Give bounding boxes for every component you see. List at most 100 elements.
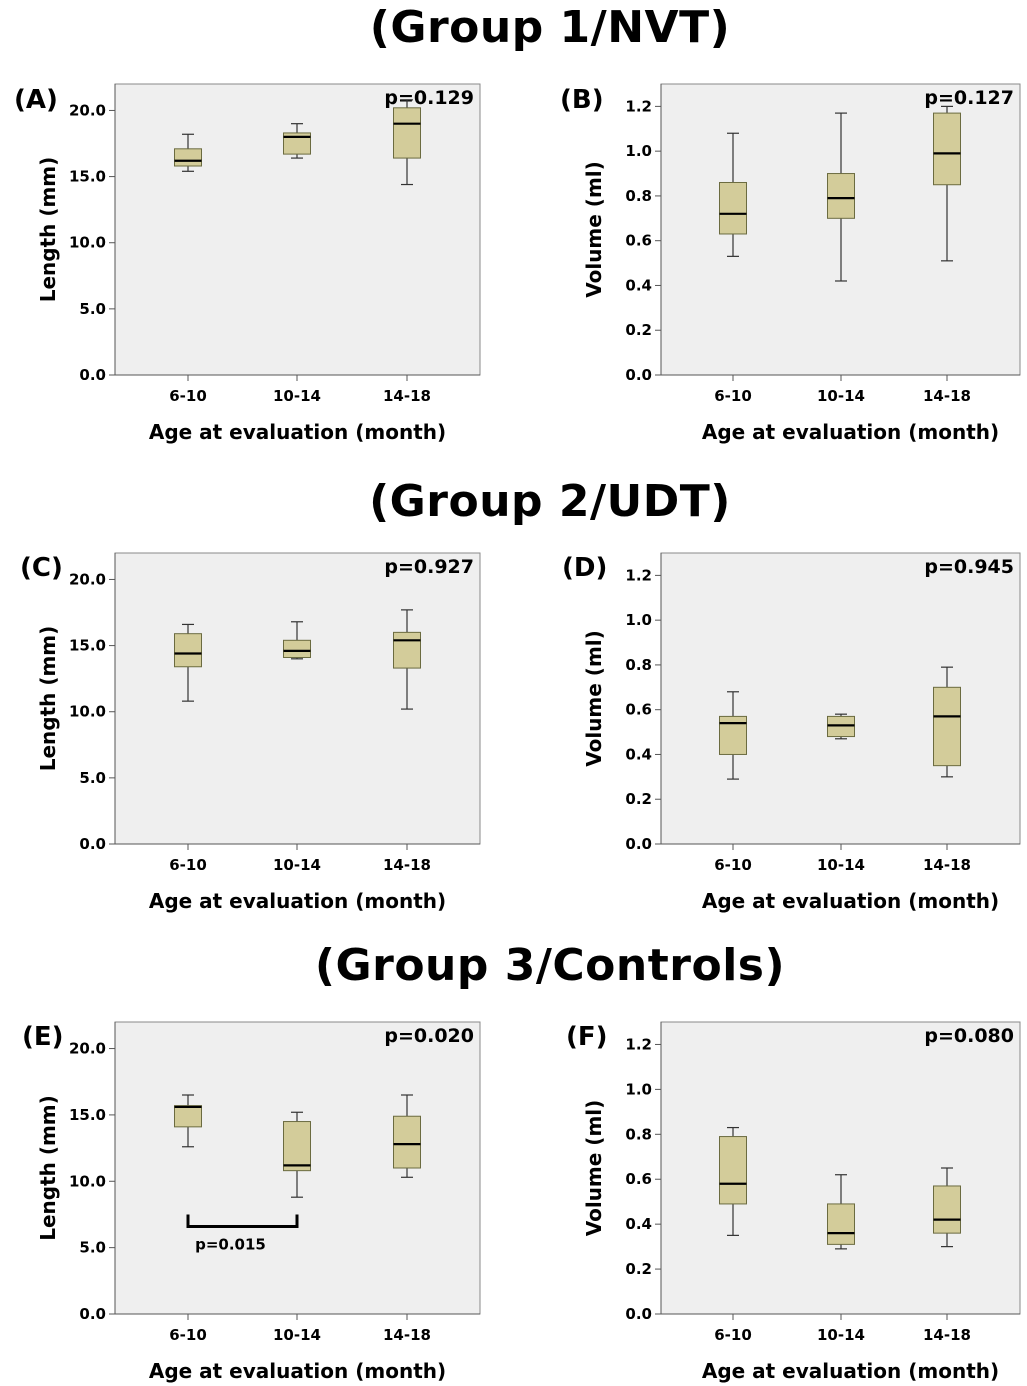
panel-d-ytick-label: 0.6 <box>625 701 652 719</box>
panel-c-ytick-label: 20.0 <box>69 570 106 588</box>
panel-f-p-value: p=0.080 <box>924 1025 1014 1047</box>
panel-d-ytick-label: 1.2 <box>625 566 652 584</box>
panel-e-x-axis-label: Age at evaluation (month) <box>149 1359 446 1383</box>
panel-b-y-axis-label: Volume (ml) <box>582 161 606 298</box>
panel-b-ytick-label: 1.0 <box>625 142 652 160</box>
panel-e-xtick-label: 14-18 <box>383 1326 431 1344</box>
panel-d-box-3 <box>933 686 961 767</box>
panel-f-letter: (F) <box>566 1022 608 1052</box>
panel-d-box-2 <box>827 715 855 738</box>
panel-e-box-2 <box>283 1121 311 1172</box>
group-title-3: (Group 3/Controls) <box>314 940 786 991</box>
panel-c-letter: (C) <box>20 553 63 583</box>
panel-c-ytick-label: 15.0 <box>69 637 106 655</box>
panel-b-ytick-label: 1.2 <box>625 97 652 115</box>
panel-c-xtick-label: 6-10 <box>169 856 207 874</box>
panel-f-ytick-label: 0.2 <box>625 1260 652 1278</box>
panel-c-p-value: p=0.927 <box>384 556 474 578</box>
panel-f-y-axis-label: Volume (ml) <box>582 1100 606 1237</box>
panel-d-x-axis-label: Age at evaluation (month) <box>702 889 999 913</box>
panel-f-ytick-label: 1.2 <box>625 1035 652 1053</box>
panel-e-box-1 <box>174 1105 202 1128</box>
group-title-2: (Group 2/UDT) <box>369 476 731 527</box>
panel-c-ytick-label: 10.0 <box>69 703 106 721</box>
panel-d-ytick-label: 0.0 <box>625 835 652 853</box>
panel-a-xtick-label: 10-14 <box>273 387 321 405</box>
panel-b-ytick-label: 0.4 <box>625 276 652 294</box>
panel-f-xtick-label: 14-18 <box>923 1326 971 1344</box>
panel-b-ytick-label: 0.6 <box>625 232 652 250</box>
panel-a-p-value: p=0.129 <box>384 87 474 109</box>
panel-a-ytick-label: 0.0 <box>79 366 106 384</box>
panel-c-xtick-label: 10-14 <box>273 856 321 874</box>
panel-e-ytick-label: 15.0 <box>69 1106 106 1124</box>
panel-c-y-axis-label: Length (mm) <box>36 626 60 772</box>
panel-c-box-3 <box>393 631 421 669</box>
panel-a-box-3 <box>393 107 421 159</box>
panel-a-ytick-label: 20.0 <box>69 101 106 119</box>
panel-a-box-1 <box>174 148 202 167</box>
panel-c-box-2 <box>283 639 311 658</box>
panel-a-xtick-label: 6-10 <box>169 387 207 405</box>
panel-b-box-2 <box>827 173 855 219</box>
panel-c-ytick-label: 0.0 <box>79 835 106 853</box>
panel-e-box-3 <box>393 1115 421 1169</box>
panel-e-ytick-label: 20.0 <box>69 1040 106 1058</box>
panel-f-xtick-label: 6-10 <box>714 1326 752 1344</box>
panel-d-plot-area <box>660 552 1021 845</box>
panel-f-ytick-label: 0.4 <box>625 1215 652 1233</box>
panel-d-xtick-label: 6-10 <box>714 856 752 874</box>
panel-f-ytick-label: 0.0 <box>625 1305 652 1323</box>
panel-e-xtick-label: 10-14 <box>273 1326 321 1344</box>
panel-b-ytick-label: 0.8 <box>625 187 652 205</box>
panel-f-x-axis-label: Age at evaluation (month) <box>702 1359 999 1383</box>
group-title-1: (Group 1/NVT) <box>369 2 731 53</box>
panel-f-plot-area <box>660 1021 1021 1315</box>
panel-e-bracket-p-value: p=0.015 <box>195 1235 266 1253</box>
panel-d-letter: (D) <box>562 553 607 583</box>
panel-f-xtick-label: 10-14 <box>817 1326 865 1344</box>
panel-b-ytick-label: 0.0 <box>625 366 652 384</box>
panel-c-xtick-label: 14-18 <box>383 856 431 874</box>
panel-d-ytick-label: 1.0 <box>625 611 652 629</box>
panel-e-ytick-label: 5.0 <box>79 1239 106 1257</box>
panel-c-ytick-label: 5.0 <box>79 769 106 787</box>
panel-a-letter: (A) <box>14 85 58 115</box>
panel-e-letter: (E) <box>22 1022 64 1052</box>
panel-e-xtick-label: 6-10 <box>169 1326 207 1344</box>
panel-d-xtick-label: 10-14 <box>817 856 865 874</box>
panel-a-xtick-label: 14-18 <box>383 387 431 405</box>
panel-c-plot-area <box>114 552 481 845</box>
panel-f-ytick-label: 1.0 <box>625 1080 652 1098</box>
panel-e-significance-bracket <box>186 1214 299 1228</box>
panel-e-p-value: p=0.020 <box>384 1025 474 1047</box>
panel-b-xtick-label: 14-18 <box>923 387 971 405</box>
panel-d-p-value: p=0.945 <box>924 556 1014 578</box>
panel-d-xtick-label: 14-18 <box>923 856 971 874</box>
panel-e-y-axis-label: Length (mm) <box>36 1095 60 1241</box>
panel-f-box-2 <box>827 1203 855 1245</box>
panel-d-ytick-label: 0.4 <box>625 745 652 763</box>
panel-a-x-axis-label: Age at evaluation (month) <box>149 420 446 444</box>
panel-a-box-2 <box>283 132 311 155</box>
panel-b-letter: (B) <box>560 85 604 115</box>
panel-c-box-1 <box>174 633 202 668</box>
panel-b-xtick-label: 6-10 <box>714 387 752 405</box>
panel-f-ytick-label: 0.8 <box>625 1125 652 1143</box>
panel-b-x-axis-label: Age at evaluation (month) <box>702 420 999 444</box>
panel-e-ytick-label: 10.0 <box>69 1172 106 1190</box>
panel-a-ytick-label: 5.0 <box>79 300 106 318</box>
panel-b-box-3 <box>933 112 961 186</box>
panel-b-xtick-label: 10-14 <box>817 387 865 405</box>
panel-c-x-axis-label: Age at evaluation (month) <box>149 889 446 913</box>
panel-d-ytick-label: 0.2 <box>625 790 652 808</box>
panel-d-ytick-label: 0.8 <box>625 656 652 674</box>
panel-f-ytick-label: 0.6 <box>625 1170 652 1188</box>
panel-b-box-1 <box>719 181 747 235</box>
panel-e-ytick-label: 0.0 <box>79 1305 106 1323</box>
panel-a-ytick-label: 15.0 <box>69 168 106 186</box>
panel-f-box-3 <box>933 1185 961 1234</box>
panel-b-p-value: p=0.127 <box>924 87 1014 109</box>
panel-a-ytick-label: 10.0 <box>69 234 106 252</box>
